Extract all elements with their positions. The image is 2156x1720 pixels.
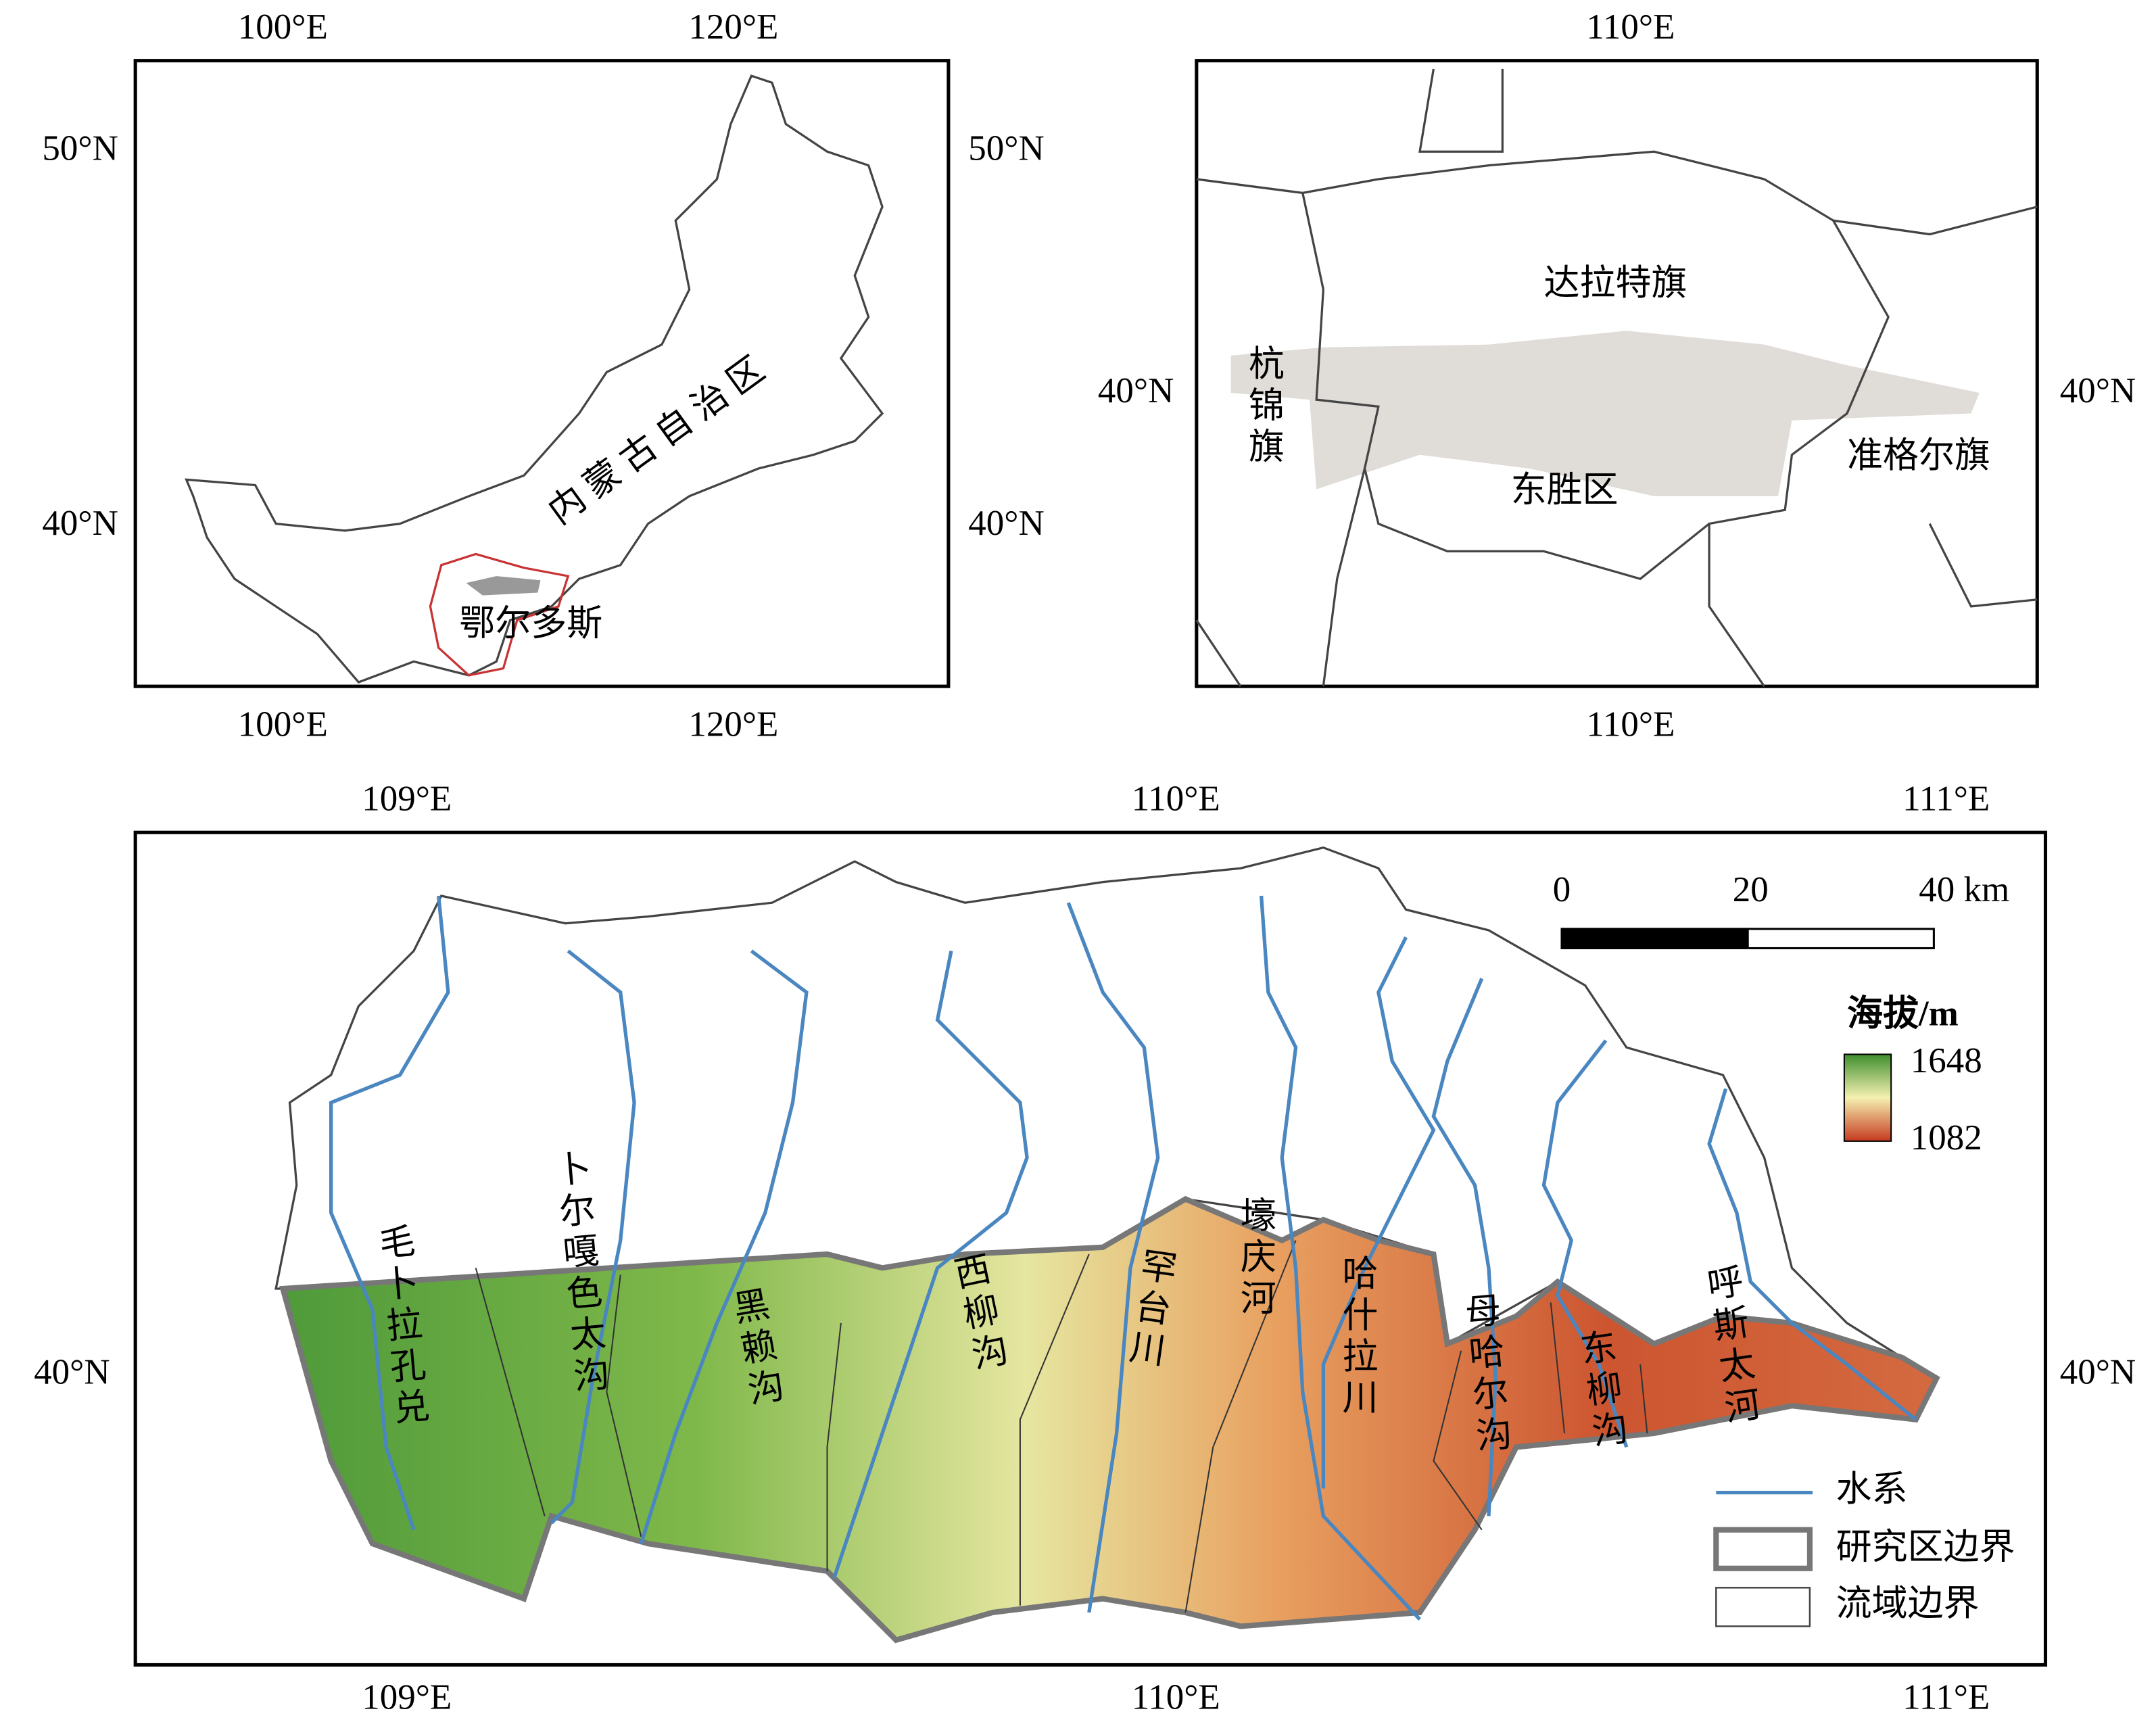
tick-label: 50°N xyxy=(42,128,118,168)
scale-bar-label: 40 km xyxy=(1919,870,2009,909)
river-label: 哈什拉川 xyxy=(1337,1254,1377,1420)
river-label: 壕庆河 xyxy=(1235,1196,1275,1320)
county-boundary xyxy=(1195,619,1242,688)
tick-label: 109°E xyxy=(362,1678,452,1717)
region-label: 鄂尔多斯 xyxy=(459,604,602,644)
sub-watershed-lines xyxy=(475,1240,1648,1613)
tick-label: 40°N xyxy=(42,504,118,543)
tick-label: 110°E xyxy=(1586,704,1675,744)
tick-label: 110°E xyxy=(1132,780,1220,819)
tick-label: 100°E xyxy=(238,7,328,47)
tick-label: 40°N xyxy=(34,1353,110,1392)
ordos-outline xyxy=(429,552,570,677)
legend-item-label: 流域边界 xyxy=(1836,1584,1980,1623)
tick-label: 109°E xyxy=(362,780,452,819)
scale-bar-label: 0 xyxy=(1553,870,1571,909)
tick-label: 40°N xyxy=(2060,371,2136,410)
tick-label: 111°E xyxy=(1902,1678,1990,1717)
scale-bar-label: 20 xyxy=(1733,870,1769,909)
county-label: 达拉特旗 xyxy=(1544,264,1687,303)
county-boundary xyxy=(1418,68,1504,153)
study-area-inset xyxy=(466,576,541,596)
tick-label: 120°E xyxy=(688,704,778,744)
legend-max: 1648 xyxy=(1911,1041,1982,1080)
county-boundary xyxy=(1928,523,2038,608)
tick-label: 120°E xyxy=(688,7,778,47)
inset-frame xyxy=(133,59,951,688)
study-area xyxy=(279,1195,1940,1644)
county-label: 准格尔旗 xyxy=(1847,436,1990,475)
tick-label: 40°N xyxy=(968,504,1044,543)
main-frame xyxy=(133,830,2048,1667)
elevation-colorbar xyxy=(1843,1053,1892,1142)
county-boundary xyxy=(1196,178,1303,195)
legend-item-label: 研究区边界 xyxy=(1836,1527,2015,1567)
study-area-locator xyxy=(1230,331,1980,496)
tick-label: 110°E xyxy=(1586,7,1675,47)
region-label: 内蒙古自治区 xyxy=(542,345,779,532)
tick-label: 40°N xyxy=(1098,371,1174,410)
county-boundary xyxy=(1322,468,1366,687)
legend-item-label: 水系 xyxy=(1836,1470,1908,1509)
county-boundary xyxy=(1833,206,2038,236)
tick-label: 100°E xyxy=(238,704,328,744)
tick-label: 111°E xyxy=(1902,780,1990,819)
legend-study-boundary-symbol xyxy=(1713,1527,1813,1571)
tick-label: 50°N xyxy=(968,128,1044,168)
county-label: 杭锦旗 xyxy=(1243,345,1283,469)
tick-label: 40°N xyxy=(2060,1353,2136,1392)
legend-watershed-symbol xyxy=(1715,1587,1811,1627)
locator-frame xyxy=(1195,59,2039,688)
county-boundary xyxy=(1301,193,1710,580)
scale-bar xyxy=(1560,928,1935,949)
legend-min: 1082 xyxy=(1911,1118,1982,1157)
inner-mongolia-outline xyxy=(185,74,884,684)
county-label: 东胜区 xyxy=(1511,471,1619,510)
river-network xyxy=(329,895,1917,1621)
tick-label: 110°E xyxy=(1132,1678,1220,1717)
legend-title: 海拔/m xyxy=(1847,994,1959,1034)
